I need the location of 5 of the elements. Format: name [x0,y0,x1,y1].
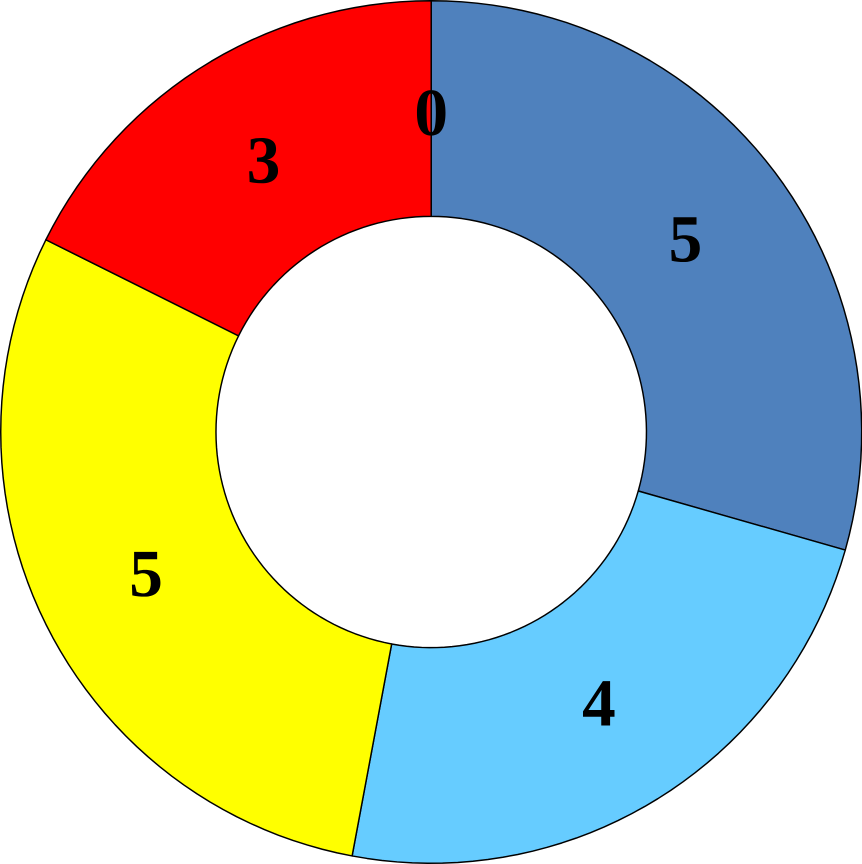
text: 0 [416,90,446,136]
data-label: 5 [671,217,700,262]
data-label: 5 [132,552,160,597]
data-label: 4 [582,681,614,726]
data-label: 3 [249,138,278,184]
